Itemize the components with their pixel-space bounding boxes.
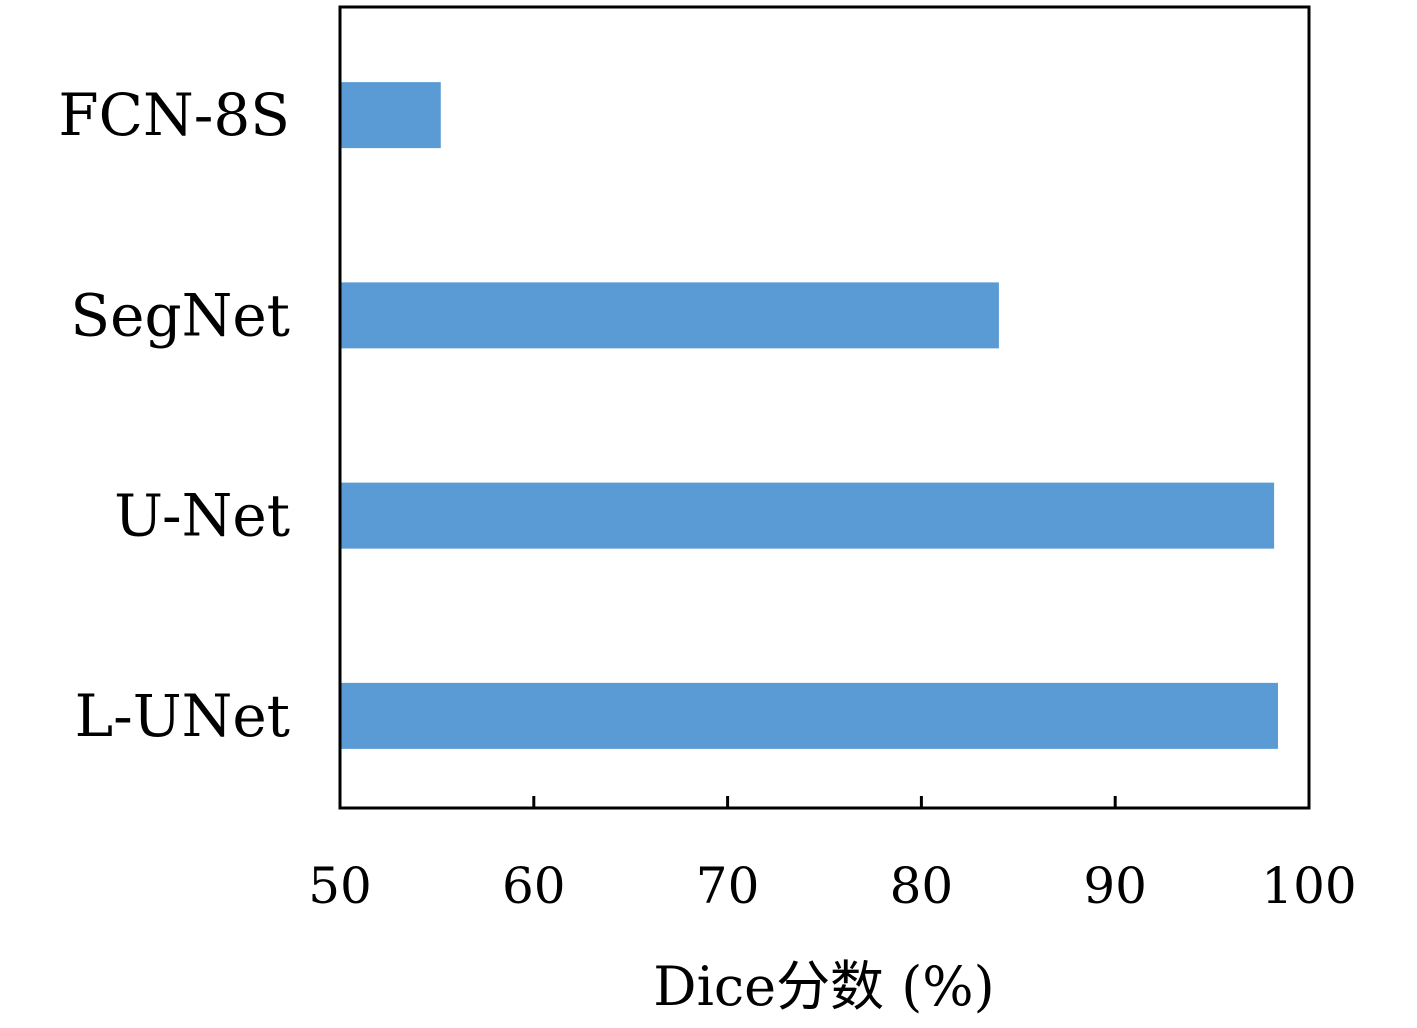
bar-l-unet [340, 682, 1278, 749]
x-tick-label: 100 [1261, 857, 1356, 915]
x-ticks-layer: 50 60 70 80 90 100 [308, 796, 1357, 915]
bar-u-net [340, 482, 1275, 549]
category-label: L-UNet [75, 682, 290, 750]
bar-fcn-8s [340, 82, 441, 149]
category-label: FCN-8S [58, 81, 290, 149]
x-axis-title: Dice分数 (%) [653, 955, 994, 1018]
bars-layer [340, 82, 1278, 749]
x-tick-label: 90 [1083, 857, 1147, 915]
bar-segnet [340, 282, 999, 349]
category-label: U-Net [114, 482, 290, 550]
category-label: SegNet [70, 281, 290, 349]
plot-frame [338, 5, 1311, 810]
x-tick-label: 80 [890, 857, 954, 915]
x-tick-label: 70 [696, 857, 760, 915]
x-tick-label: 50 [308, 857, 372, 915]
category-labels-layer: FCN-8S SegNet U-Net L-UNet [58, 81, 290, 750]
x-tick-label: 60 [502, 857, 566, 915]
